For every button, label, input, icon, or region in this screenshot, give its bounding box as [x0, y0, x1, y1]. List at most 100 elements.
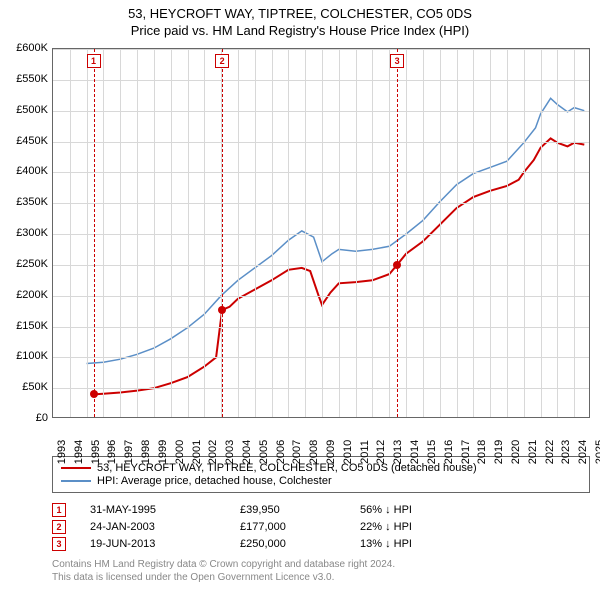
- x-axis-label: 2006: [275, 440, 287, 464]
- x-axis-label: 1996: [106, 440, 118, 464]
- tx-date: 19-JUN-2013: [90, 538, 240, 550]
- gridline-h: [53, 80, 589, 81]
- gridline-h: [53, 296, 589, 297]
- y-axis-label: £600K: [4, 42, 48, 54]
- marker-dashed-line: [222, 49, 223, 417]
- y-axis-label: £550K: [4, 73, 48, 85]
- x-axis-label: 2016: [443, 440, 455, 464]
- transaction-dot-icon: [218, 306, 226, 314]
- gridline-v: [305, 49, 306, 417]
- legend-row: HPI: Average price, detached house, Colc…: [61, 475, 581, 487]
- legend-swatch-hpi: [61, 480, 91, 482]
- x-axis-label: 2025: [594, 440, 600, 464]
- tx-hpi-delta: 22% ↓ HPI: [360, 521, 412, 533]
- gridline-v: [557, 49, 558, 417]
- gridline-v: [70, 49, 71, 417]
- gridline-h: [53, 265, 589, 266]
- x-axis-label: 2003: [224, 440, 236, 464]
- series-line: [87, 98, 585, 363]
- x-axis-label: 2001: [191, 440, 203, 464]
- y-axis-label: £450K: [4, 135, 48, 147]
- x-axis-label: 2000: [174, 440, 186, 464]
- footer-line2: This data is licensed under the Open Gov…: [52, 571, 395, 584]
- x-axis-label: 2018: [476, 440, 488, 464]
- gridline-v: [137, 49, 138, 417]
- x-axis-label: 1999: [157, 440, 169, 464]
- table-row: 3 19-JUN-2013 £250,000 13% ↓ HPI: [52, 537, 590, 551]
- gridline-v: [103, 49, 104, 417]
- tx-marker-icon: 1: [52, 503, 66, 517]
- gridline-h: [53, 327, 589, 328]
- gridline-v: [541, 49, 542, 417]
- gridline-v: [272, 49, 273, 417]
- tx-price: £177,000: [240, 521, 360, 533]
- gridline-v: [507, 49, 508, 417]
- footer-line1: Contains HM Land Registry data © Crown c…: [52, 558, 395, 571]
- x-axis-label: 1994: [73, 440, 85, 464]
- transactions-table: 1 31-MAY-1995 £39,950 56% ↓ HPI 2 24-JAN…: [52, 500, 590, 554]
- legend-swatch-property: [61, 467, 91, 469]
- table-row: 1 31-MAY-1995 £39,950 56% ↓ HPI: [52, 503, 590, 517]
- tx-marker-icon: 3: [52, 537, 66, 551]
- x-axis-label: 2010: [342, 440, 354, 464]
- x-axis-label: 2008: [308, 440, 320, 464]
- x-axis-label: 2005: [258, 440, 270, 464]
- gridline-v: [238, 49, 239, 417]
- y-axis-label: £400K: [4, 165, 48, 177]
- x-axis-label: 2012: [375, 440, 387, 464]
- chart-svg: [53, 49, 589, 417]
- gridline-v: [288, 49, 289, 417]
- gridline-v: [171, 49, 172, 417]
- tx-date: 31-MAY-1995: [90, 504, 240, 516]
- gridline-v: [372, 49, 373, 417]
- x-axis-label: 2011: [359, 440, 371, 464]
- gridline-v: [120, 49, 121, 417]
- table-row: 2 24-JAN-2003 £177,000 22% ↓ HPI: [52, 520, 590, 534]
- chart-plot-area: 1 2 3: [52, 48, 590, 418]
- gridline-v: [457, 49, 458, 417]
- gridline-v: [524, 49, 525, 417]
- y-axis-label: £350K: [4, 196, 48, 208]
- gridline-v: [473, 49, 474, 417]
- title-subtitle: Price paid vs. HM Land Registry's House …: [0, 23, 600, 38]
- gridline-v: [339, 49, 340, 417]
- x-axis-label: 2023: [560, 440, 572, 464]
- marker-number-icon: 1: [87, 54, 101, 68]
- gridline-v: [406, 49, 407, 417]
- x-axis-label: 2007: [291, 440, 303, 464]
- title-address: 53, HEYCROFT WAY, TIPTREE, COLCHESTER, C…: [0, 6, 600, 21]
- gridline-h: [53, 388, 589, 389]
- x-axis-label: 2020: [510, 440, 522, 464]
- footer-attribution: Contains HM Land Registry data © Crown c…: [52, 558, 395, 584]
- legend-label-hpi: HPI: Average price, detached house, Colc…: [97, 475, 332, 487]
- tx-hpi-delta: 56% ↓ HPI: [360, 504, 412, 516]
- gridline-v: [87, 49, 88, 417]
- marker-number-icon: 2: [215, 54, 229, 68]
- transaction-dot-icon: [90, 390, 98, 398]
- gridline-h: [53, 111, 589, 112]
- marker-dashed-line: [94, 49, 95, 417]
- y-axis-label: £50K: [4, 381, 48, 393]
- tx-price: £39,950: [240, 504, 360, 516]
- x-axis-label: 2013: [392, 440, 404, 464]
- gridline-v: [423, 49, 424, 417]
- tx-price: £250,000: [240, 538, 360, 550]
- x-axis-label: 2015: [426, 440, 438, 464]
- y-axis-label: £100K: [4, 350, 48, 362]
- x-axis-label: 1998: [140, 440, 152, 464]
- x-axis-label: 1993: [56, 440, 68, 464]
- x-axis-label: 1997: [123, 440, 135, 464]
- gridline-v: [440, 49, 441, 417]
- gridline-v: [188, 49, 189, 417]
- x-axis-label: 2019: [493, 440, 505, 464]
- x-axis-label: 2002: [207, 440, 219, 464]
- marker-number-icon: 3: [390, 54, 404, 68]
- gridline-v: [490, 49, 491, 417]
- chart-container: 53, HEYCROFT WAY, TIPTREE, COLCHESTER, C…: [0, 0, 600, 590]
- gridline-v: [204, 49, 205, 417]
- gridline-h: [53, 234, 589, 235]
- tx-marker-icon: 2: [52, 520, 66, 534]
- y-axis-label: £500K: [4, 104, 48, 116]
- title-block: 53, HEYCROFT WAY, TIPTREE, COLCHESTER, C…: [0, 0, 600, 40]
- gridline-h: [53, 142, 589, 143]
